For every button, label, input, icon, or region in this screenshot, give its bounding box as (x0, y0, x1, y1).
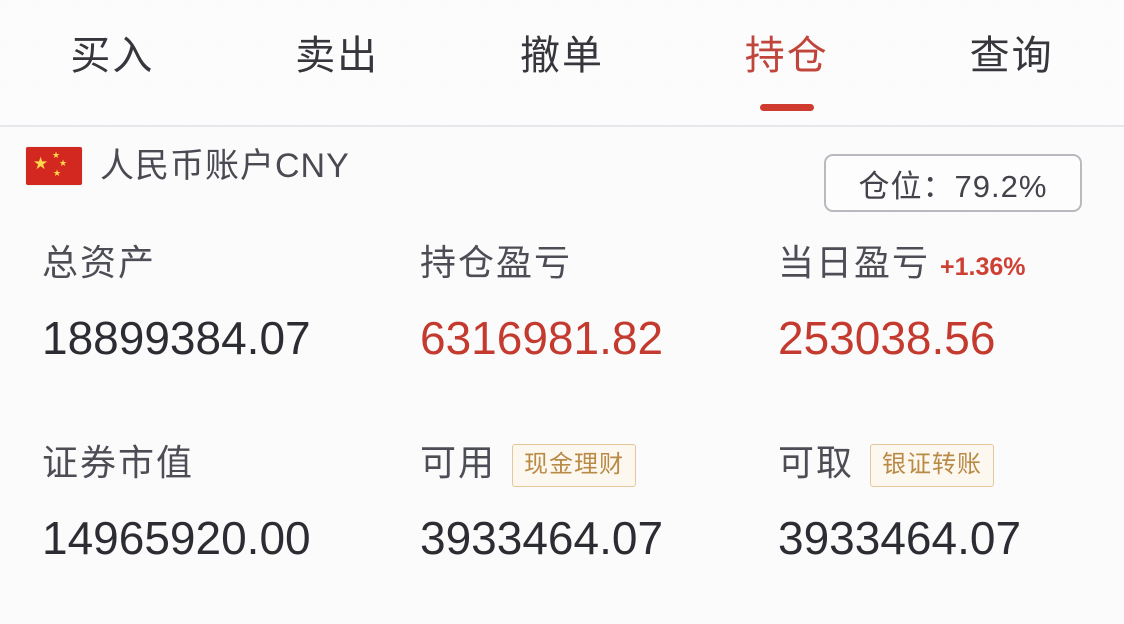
bank-transfer-button[interactable]: 银证转账 (870, 444, 995, 487)
account-header: ★ ★ ★ ★ 人民币账户CNY (0, 127, 1124, 237)
account-summary: 总资产 18899384.07 持仓盈亏 6316981.82 当日盈亏 +1.… (0, 245, 1124, 564)
stat-market-value-value: 14965920.00 (42, 512, 311, 564)
row-spacer (0, 361, 1124, 445)
stat-position-pnl-value: 6316981.82 (420, 312, 664, 364)
position-ratio-badge[interactable]: 仓位：79.2% (824, 154, 1082, 212)
stat-withdrawable-label: 可取 (778, 442, 855, 483)
stat-daily-pnl-change: +1.36% (940, 253, 1026, 281)
stat-position-pnl-header: 持仓盈亏 (420, 245, 753, 297)
stat-withdrawable: 可取 银证转账 3933464.07 (753, 442, 1124, 564)
account-selector[interactable]: ★ ★ ★ ★ 人民币账户CNY (26, 147, 350, 185)
stat-available-value: 3933464.07 (420, 512, 664, 564)
flag-star-small: ★ (52, 150, 61, 160)
tab-active-underline (759, 104, 814, 111)
stat-market-value-label: 证券市值 (42, 442, 195, 483)
stat-available-label: 可用 (420, 442, 497, 483)
tab-sell[interactable]: 卖出 (225, 0, 450, 125)
stat-market-value: 证券市值 14965920.00 (0, 445, 378, 564)
tab-holdings-label: 持仓 (744, 34, 829, 78)
stat-withdrawable-value: 3933464.07 (778, 512, 1022, 564)
stat-daily-pnl-label: 当日盈亏 (778, 242, 931, 283)
flag-star-small: ★ (59, 158, 68, 168)
stat-total-assets-header: 总资产 (42, 245, 378, 297)
stat-total-assets-label: 总资产 (42, 242, 157, 283)
stat-daily-pnl-value: 253038.56 (778, 312, 996, 364)
stat-total-assets-value: 18899384.07 (42, 312, 311, 364)
position-ratio-label: 仓位：79.2% (858, 168, 1048, 204)
stat-position-pnl: 持仓盈亏 6316981.82 (378, 245, 753, 364)
stat-market-value-header: 证券市值 (42, 445, 378, 497)
tab-buy[interactable]: 买入 (0, 0, 225, 125)
tab-cancel-order-label: 撤单 (519, 34, 604, 78)
stat-daily-pnl: 当日盈亏 +1.36% 253038.56 (753, 245, 1124, 364)
stat-withdrawable-header: 可取 银证转账 (778, 442, 1124, 497)
tab-bar: 买入 卖出 撤单 持仓 查询 (0, 0, 1124, 127)
tab-cancel-order[interactable]: 撤单 (450, 0, 675, 125)
china-flag-icon: ★ ★ ★ ★ (26, 147, 82, 185)
tab-query[interactable]: 查询 (899, 0, 1124, 125)
flag-star-large: ★ (33, 154, 49, 173)
stat-position-pnl-label: 持仓盈亏 (420, 242, 573, 283)
account-name-label: 人民币账户CNY (100, 147, 350, 185)
tab-sell-label: 卖出 (295, 34, 380, 78)
stat-daily-pnl-header: 当日盈亏 +1.36% (778, 245, 1124, 297)
summary-row-1: 总资产 18899384.07 持仓盈亏 6316981.82 当日盈亏 +1.… (0, 245, 1124, 364)
stat-available-header: 可用 现金理财 (420, 442, 753, 497)
cash-wealth-button[interactable]: 现金理财 (512, 444, 637, 487)
stat-available: 可用 现金理财 3933464.07 (378, 442, 753, 564)
tab-holdings[interactable]: 持仓 (674, 0, 899, 125)
summary-row-2: 证券市值 14965920.00 可用 现金理财 3933464.07 可取 银… (0, 442, 1124, 564)
flag-star-small: ★ (53, 168, 62, 178)
stat-total-assets: 总资产 18899384.07 (0, 245, 378, 364)
tab-query-label: 查询 (969, 34, 1054, 78)
tab-buy-label: 买入 (70, 34, 155, 78)
